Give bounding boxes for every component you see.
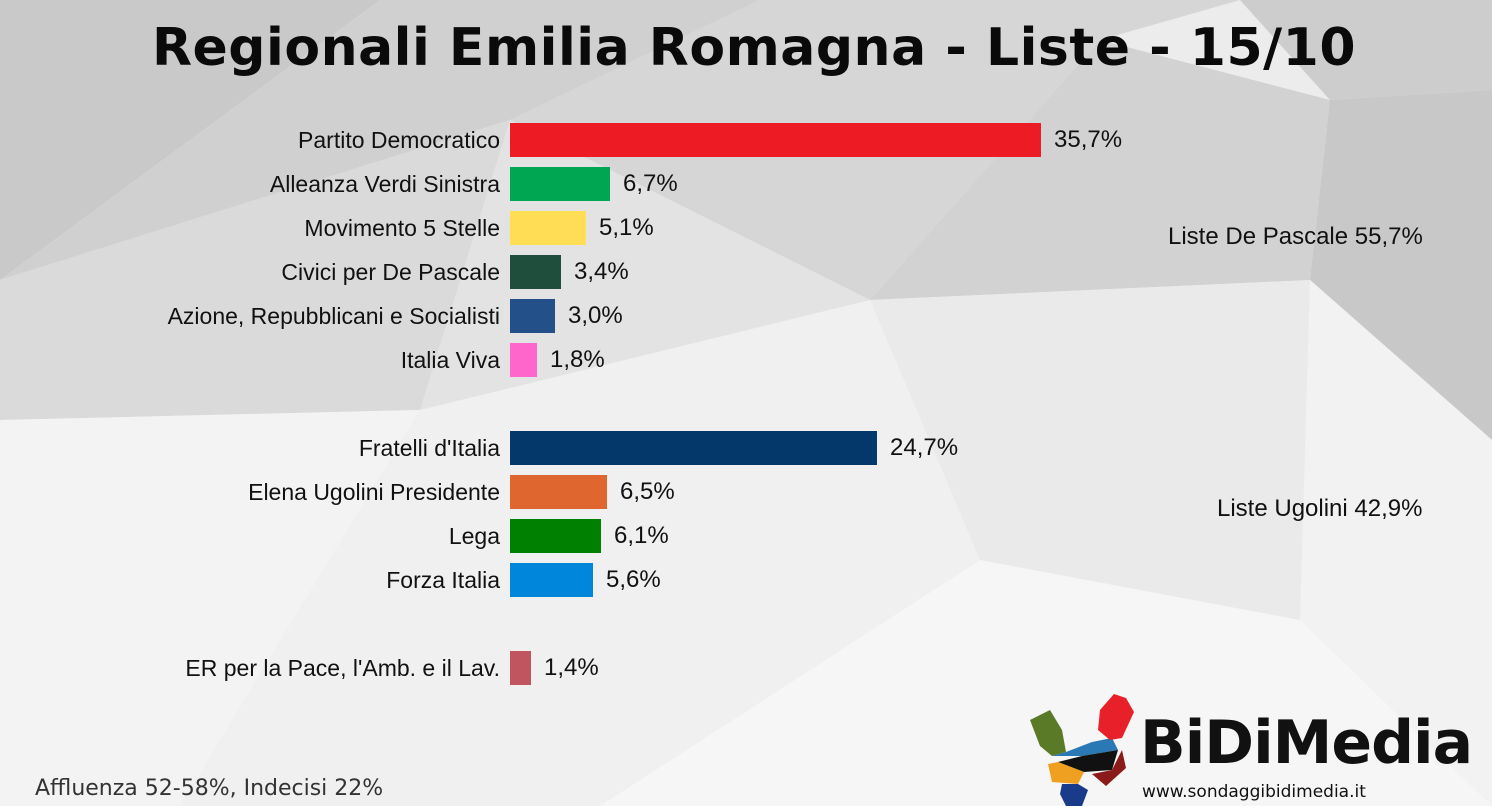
- bidimedia-logo: BiDiMedia www.sondaggibidimedia.it: [1022, 690, 1482, 806]
- bar: [510, 563, 593, 597]
- total-ugolini: Liste Ugolini 42,9%: [1217, 495, 1423, 522]
- bar-row: Partito Democratico 35,7%: [0, 123, 1492, 157]
- bar-row: Alleanza Verdi Sinistra 6,7%: [0, 167, 1492, 201]
- logo-wordmark: BiDiMedia: [1140, 708, 1473, 778]
- bar-value-label: 6,7%: [623, 170, 678, 197]
- bar: [510, 211, 586, 245]
- bar: [510, 299, 555, 333]
- bar-row: Lega 6,1%: [0, 519, 1492, 553]
- bar-value-label: 1,8%: [550, 346, 605, 373]
- bar-row: Forza Italia 5,6%: [0, 563, 1492, 597]
- bar-row: Azione, Repubblicani e Socialisti 3,0%: [0, 299, 1492, 333]
- chart-title: Regionali Emilia Romagna - Liste - 15/10: [151, 18, 1356, 78]
- bar-label: Azione, Repubblicani e Socialisti: [167, 303, 500, 329]
- bar-value-label: 5,6%: [606, 566, 661, 593]
- rooster-icon: [1030, 694, 1134, 806]
- bar-label: Fratelli d'Italia: [358, 435, 500, 461]
- bar-value-label: 3,4%: [574, 258, 629, 285]
- bar: [510, 255, 561, 289]
- bar-row: ER per la Pace, l'Amb. e il Lav. 1,4%: [0, 651, 1492, 685]
- bar-label: Alleanza Verdi Sinistra: [269, 171, 500, 197]
- bar: [510, 431, 877, 465]
- bar: [510, 519, 601, 553]
- logo-url: www.sondaggibidimedia.it: [1142, 782, 1366, 802]
- bar-label: Forza Italia: [386, 567, 500, 593]
- bar-label: Movimento 5 Stelle: [304, 215, 500, 241]
- bar-value-label: 5,1%: [599, 214, 654, 241]
- bar-value-label: 6,5%: [620, 478, 675, 505]
- bar-label: ER per la Pace, l'Amb. e il Lav.: [185, 655, 500, 681]
- bar-label: Italia Viva: [400, 347, 500, 373]
- bar-label: Civici per De Pascale: [281, 259, 500, 285]
- bar: [510, 343, 537, 377]
- bar-row: Italia Viva 1,8%: [0, 343, 1492, 377]
- bar-row: Elena Ugolini Presidente 6,5%: [0, 475, 1492, 509]
- bar: [510, 123, 1041, 157]
- bar-row: Movimento 5 Stelle 5,1%: [0, 211, 1492, 245]
- bar: [510, 651, 531, 685]
- bar-value-label: 6,1%: [614, 522, 669, 549]
- total-de-pascale: Liste De Pascale 55,7%: [1168, 223, 1423, 250]
- bar-value-label: 3,0%: [568, 302, 623, 329]
- bar-value-label: 1,4%: [544, 654, 599, 681]
- bar: [510, 167, 610, 201]
- bar-value-label: 24,7%: [890, 434, 959, 461]
- bar-label: Partito Democratico: [298, 127, 500, 153]
- bar-row: Fratelli d'Italia 24,7%: [0, 431, 1492, 465]
- footer-note: Affluenza 52-58%, Indecisi 22%: [35, 776, 384, 801]
- bar-row: Civici per De Pascale 3,4%: [0, 255, 1492, 289]
- bar-value-label: 35,7%: [1054, 126, 1123, 153]
- bar: [510, 475, 607, 509]
- bar-label: Lega: [448, 523, 500, 549]
- bar-label: Elena Ugolini Presidente: [248, 479, 500, 505]
